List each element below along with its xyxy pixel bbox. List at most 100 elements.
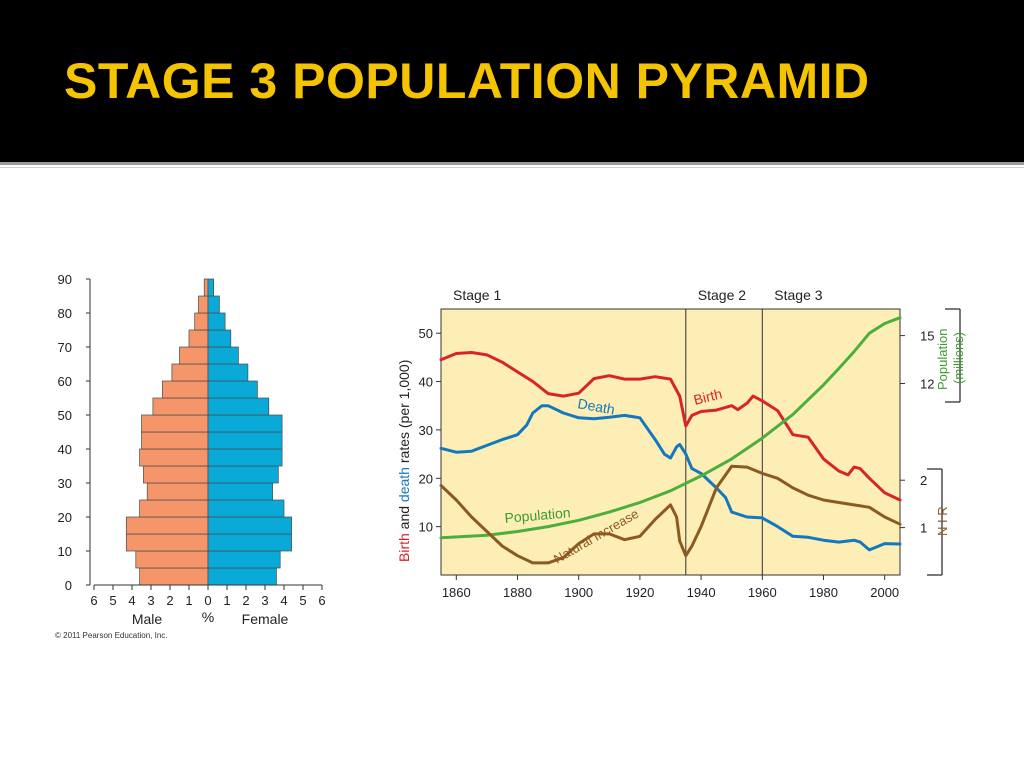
title-bar: STAGE 3 POPULATION PYRAMID bbox=[0, 0, 1024, 162]
female-bar bbox=[207, 550, 281, 569]
male-bar bbox=[146, 482, 209, 501]
population-series-label: Population bbox=[504, 504, 571, 526]
female-bar bbox=[207, 363, 249, 382]
male-axis-label: Male bbox=[132, 611, 163, 627]
nir-bracket bbox=[927, 468, 943, 576]
female-bar bbox=[207, 516, 292, 535]
population-axis-label-line2: (millions) bbox=[951, 332, 966, 384]
pyramid-x-tick-label: 6 bbox=[318, 593, 325, 608]
copyright-credit: © 2011 Pearson Education, Inc. bbox=[55, 631, 167, 640]
male-bar bbox=[162, 380, 209, 399]
population-tick-label: 15 bbox=[920, 329, 934, 344]
female-bar bbox=[207, 380, 258, 399]
population-line bbox=[439, 316, 902, 540]
title-divider bbox=[0, 162, 1024, 165]
slide-title: STAGE 3 POPULATION PYRAMID bbox=[64, 53, 870, 109]
natural-increase-line bbox=[439, 464, 902, 565]
title-divider-thin bbox=[0, 167, 1024, 168]
timeline-left-y-tick-label: 50 bbox=[419, 326, 433, 341]
male-bar bbox=[194, 312, 209, 331]
stage-label: Stage 3 bbox=[774, 287, 822, 303]
female-bar bbox=[207, 465, 279, 484]
male-bar bbox=[203, 278, 209, 297]
female-bar bbox=[207, 482, 273, 501]
male-bar bbox=[139, 499, 209, 518]
stage-labels: Stage 1 Stage 2 Stage 3 bbox=[453, 287, 823, 303]
female-bar bbox=[207, 431, 283, 450]
pyramid-x-tick-label: 0 bbox=[204, 593, 211, 608]
male-bar bbox=[141, 414, 209, 433]
female-bar bbox=[207, 414, 283, 433]
male-bar bbox=[171, 363, 209, 382]
pyramid-x-tick-label: 4 bbox=[280, 593, 287, 608]
male-bar bbox=[179, 346, 209, 365]
timeline-left-y-tick-label: 20 bbox=[419, 471, 433, 486]
timeline-x-tick-label: 1920 bbox=[625, 585, 654, 600]
pyramid-x-tick-label: 2 bbox=[166, 593, 173, 608]
death-series-label: Death bbox=[576, 395, 616, 417]
male-bar bbox=[198, 295, 209, 314]
pyramid-x-tick-label: 3 bbox=[147, 593, 154, 608]
male-bar bbox=[125, 516, 209, 535]
female-bar bbox=[207, 329, 232, 348]
death-line bbox=[439, 404, 902, 552]
female-bar bbox=[207, 567, 277, 586]
pyramid-y-tick-label: 0 bbox=[65, 578, 72, 593]
timeline-x-tick-label: 2000 bbox=[870, 585, 899, 600]
plot-background bbox=[440, 308, 901, 576]
female-bar bbox=[207, 499, 285, 518]
female-bar bbox=[207, 533, 292, 552]
female-bar bbox=[207, 448, 283, 467]
timeline-x-tick-label: 1880 bbox=[503, 585, 532, 600]
male-bar bbox=[143, 465, 209, 484]
pyramid-x-tick-label: 5 bbox=[109, 593, 116, 608]
pyramid-y-tick-label: 60 bbox=[58, 374, 72, 389]
stage-label: Stage 2 bbox=[698, 287, 746, 303]
birth-line bbox=[439, 351, 902, 502]
pyramid-x-tick-label: 4 bbox=[128, 593, 135, 608]
pyramid-x-tick-label: 2 bbox=[242, 593, 249, 608]
male-bar bbox=[188, 329, 209, 348]
male-bar bbox=[139, 448, 209, 467]
pyramid-y-tick-label: 30 bbox=[58, 476, 72, 491]
female-bar bbox=[207, 295, 220, 314]
pyramid-y-tick-label: 40 bbox=[58, 442, 72, 457]
birth-series-label: Birth bbox=[692, 385, 724, 407]
timeline-x-tick-label: 1960 bbox=[748, 585, 777, 600]
nir-axis-label: N I R bbox=[935, 506, 950, 536]
female-bar bbox=[207, 312, 226, 331]
pyramid-x-tick-label: 6 bbox=[90, 593, 97, 608]
population-tick-label: 12 bbox=[920, 376, 934, 391]
percent-axis-label: % bbox=[202, 609, 214, 625]
female-bar bbox=[207, 346, 239, 365]
pyramid-x-tick-label: 3 bbox=[261, 593, 268, 608]
timeline-x-tick-label: 1940 bbox=[687, 585, 716, 600]
demographic-transition-chart: 1860 1880 1900 1920 1940 1960 1980 2000 10 20 30 40… bbox=[396, 287, 966, 600]
population-bracket bbox=[945, 308, 961, 403]
pyramid-y-tick-label: 70 bbox=[58, 340, 72, 355]
female-bar bbox=[207, 397, 270, 416]
pyramid-x-tick-label: 5 bbox=[299, 593, 306, 608]
nir-tick-label: 2 bbox=[920, 473, 927, 488]
timeline-left-y-tick-label: 30 bbox=[419, 423, 433, 438]
male-bar bbox=[135, 550, 209, 569]
series-lines bbox=[439, 316, 902, 565]
timeline-left-y-tick-label: 40 bbox=[419, 375, 433, 390]
population-axis-label-line1: Population bbox=[935, 329, 950, 390]
pyramid-y-tick-label: 20 bbox=[58, 510, 72, 525]
pyramid-y-tick-label: 90 bbox=[58, 272, 72, 287]
left-axis-label: Birth and death rates (per 1,000) bbox=[396, 360, 412, 562]
pyramid-y-tick-label: 80 bbox=[58, 306, 72, 321]
timeline-axes: 1860 1880 1900 1920 1940 1960 1980 2000 10 20 30 40… bbox=[419, 326, 935, 600]
male-bar bbox=[141, 431, 209, 450]
pyramid-y-tick-label: 10 bbox=[58, 544, 72, 559]
timeline-x-tick-label: 1980 bbox=[809, 585, 838, 600]
female-axis-label: Female bbox=[242, 611, 289, 627]
male-bar bbox=[152, 397, 209, 416]
stage-dividers bbox=[685, 309, 763, 575]
female-bar bbox=[207, 278, 215, 297]
male-bar bbox=[139, 567, 209, 586]
male-bar bbox=[125, 533, 209, 552]
